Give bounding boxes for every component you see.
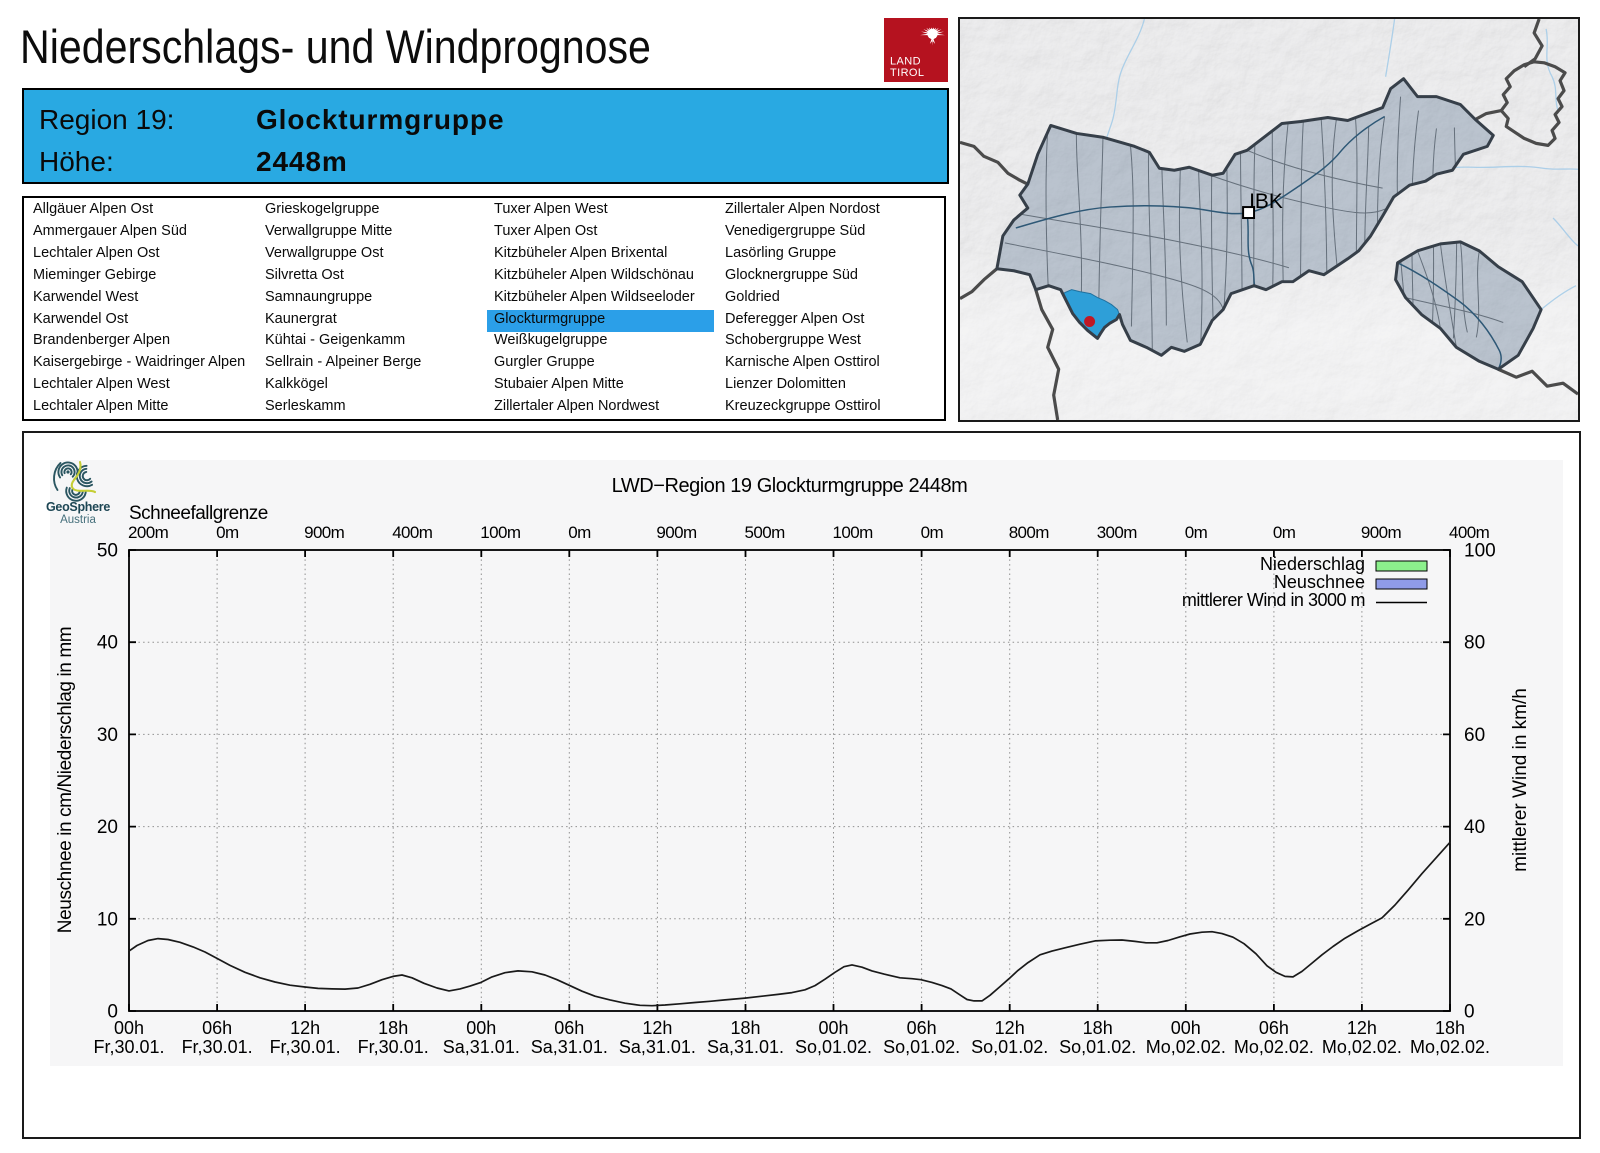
svg-text:900m: 900m <box>656 523 697 542</box>
svg-text:Neuschnee in cm/Niederschlag i: Neuschnee in cm/Niederschlag in mm <box>55 627 76 933</box>
svg-text:GeoSphere: GeoSphere <box>46 500 110 514</box>
svg-text:Sa,31.01.: Sa,31.01. <box>619 1037 696 1057</box>
svg-text:mittlerer Wind in km/h: mittlerer Wind in km/h <box>1510 688 1531 872</box>
svg-text:12h: 12h <box>1347 1018 1377 1038</box>
svg-text:00h: 00h <box>114 1018 144 1038</box>
svg-text:So,01.02.: So,01.02. <box>795 1037 872 1057</box>
svg-text:Fr,30.01.: Fr,30.01. <box>93 1037 164 1057</box>
svg-text:900m: 900m <box>304 523 345 542</box>
svg-text:Niederschlag: Niederschlag <box>1260 554 1365 574</box>
svg-text:LWD−Region 19 Glockturmgruppe: LWD−Region 19 Glockturmgruppe 2448m <box>612 475 968 497</box>
svg-text:Mo,02.02.: Mo,02.02. <box>1322 1037 1402 1057</box>
svg-text:Mo,02.02.: Mo,02.02. <box>1146 1037 1226 1057</box>
svg-text:0m: 0m <box>1185 523 1208 542</box>
svg-text:Austria: Austria <box>60 514 96 526</box>
svg-text:900m: 900m <box>1361 523 1402 542</box>
svg-text:12h: 12h <box>995 1018 1025 1038</box>
svg-text:So,01.02.: So,01.02. <box>971 1037 1048 1057</box>
svg-text:18h: 18h <box>1435 1018 1465 1038</box>
svg-text:0: 0 <box>1464 1002 1475 1023</box>
svg-text:Fr,30.01.: Fr,30.01. <box>182 1037 253 1057</box>
svg-text:0m: 0m <box>921 523 944 542</box>
svg-text:06h: 06h <box>1259 1018 1289 1038</box>
svg-text:TIROL: TIROL <box>890 67 924 79</box>
svg-text:300m: 300m <box>1097 523 1138 542</box>
svg-text:400m: 400m <box>392 523 433 542</box>
svg-text:500m: 500m <box>745 523 786 542</box>
svg-text:06h: 06h <box>554 1018 584 1038</box>
svg-text:12h: 12h <box>642 1018 672 1038</box>
svg-text:Sa,31.01.: Sa,31.01. <box>707 1037 784 1057</box>
svg-text:20: 20 <box>97 817 118 838</box>
svg-text:0m: 0m <box>1273 523 1296 542</box>
svg-text:IBK: IBK <box>1249 190 1283 213</box>
svg-text:Neuschnee: Neuschnee <box>1274 572 1365 592</box>
svg-text:0m: 0m <box>568 523 591 542</box>
svg-text:800m: 800m <box>1009 523 1050 542</box>
svg-text:60: 60 <box>1464 725 1485 746</box>
svg-text:12h: 12h <box>290 1018 320 1038</box>
svg-text:LAND: LAND <box>890 56 921 68</box>
svg-text:Mo,02.02.: Mo,02.02. <box>1410 1037 1490 1057</box>
svg-text:400m: 400m <box>1449 523 1490 542</box>
svg-text:18h: 18h <box>1083 1018 1113 1038</box>
svg-text:200m: 200m <box>128 523 169 542</box>
svg-text:00h: 00h <box>466 1018 496 1038</box>
svg-text:18h: 18h <box>730 1018 760 1038</box>
svg-text:Sa,31.01.: Sa,31.01. <box>531 1037 608 1057</box>
svg-text:20: 20 <box>1464 909 1485 930</box>
svg-text:00h: 00h <box>818 1018 848 1038</box>
svg-text:0m: 0m <box>216 523 239 542</box>
svg-text:06h: 06h <box>907 1018 937 1038</box>
svg-text:10: 10 <box>97 909 118 930</box>
svg-text:06h: 06h <box>202 1018 232 1038</box>
svg-text:mittlerer Wind in 3000 m: mittlerer Wind in 3000 m <box>1182 590 1365 610</box>
svg-text:00h: 00h <box>1171 1018 1201 1038</box>
svg-text:So,01.02.: So,01.02. <box>1059 1037 1136 1057</box>
svg-text:80: 80 <box>1464 633 1485 654</box>
svg-text:Sa,31.01.: Sa,31.01. <box>443 1037 520 1057</box>
svg-text:So,01.02.: So,01.02. <box>883 1037 960 1057</box>
svg-text:30: 30 <box>97 725 118 746</box>
svg-text:18h: 18h <box>378 1018 408 1038</box>
svg-text:0: 0 <box>107 1002 118 1023</box>
svg-text:40: 40 <box>97 633 118 654</box>
svg-text:Mo,02.02.: Mo,02.02. <box>1234 1037 1314 1057</box>
svg-text:40: 40 <box>1464 817 1485 838</box>
svg-text:Fr,30.01.: Fr,30.01. <box>358 1037 429 1057</box>
svg-text:100m: 100m <box>480 523 521 542</box>
svg-text:Schneefallgrenze: Schneefallgrenze <box>129 503 268 524</box>
svg-text:50: 50 <box>97 541 118 562</box>
svg-text:100m: 100m <box>833 523 874 542</box>
svg-text:100: 100 <box>1464 541 1496 562</box>
svg-text:Fr,30.01.: Fr,30.01. <box>270 1037 341 1057</box>
